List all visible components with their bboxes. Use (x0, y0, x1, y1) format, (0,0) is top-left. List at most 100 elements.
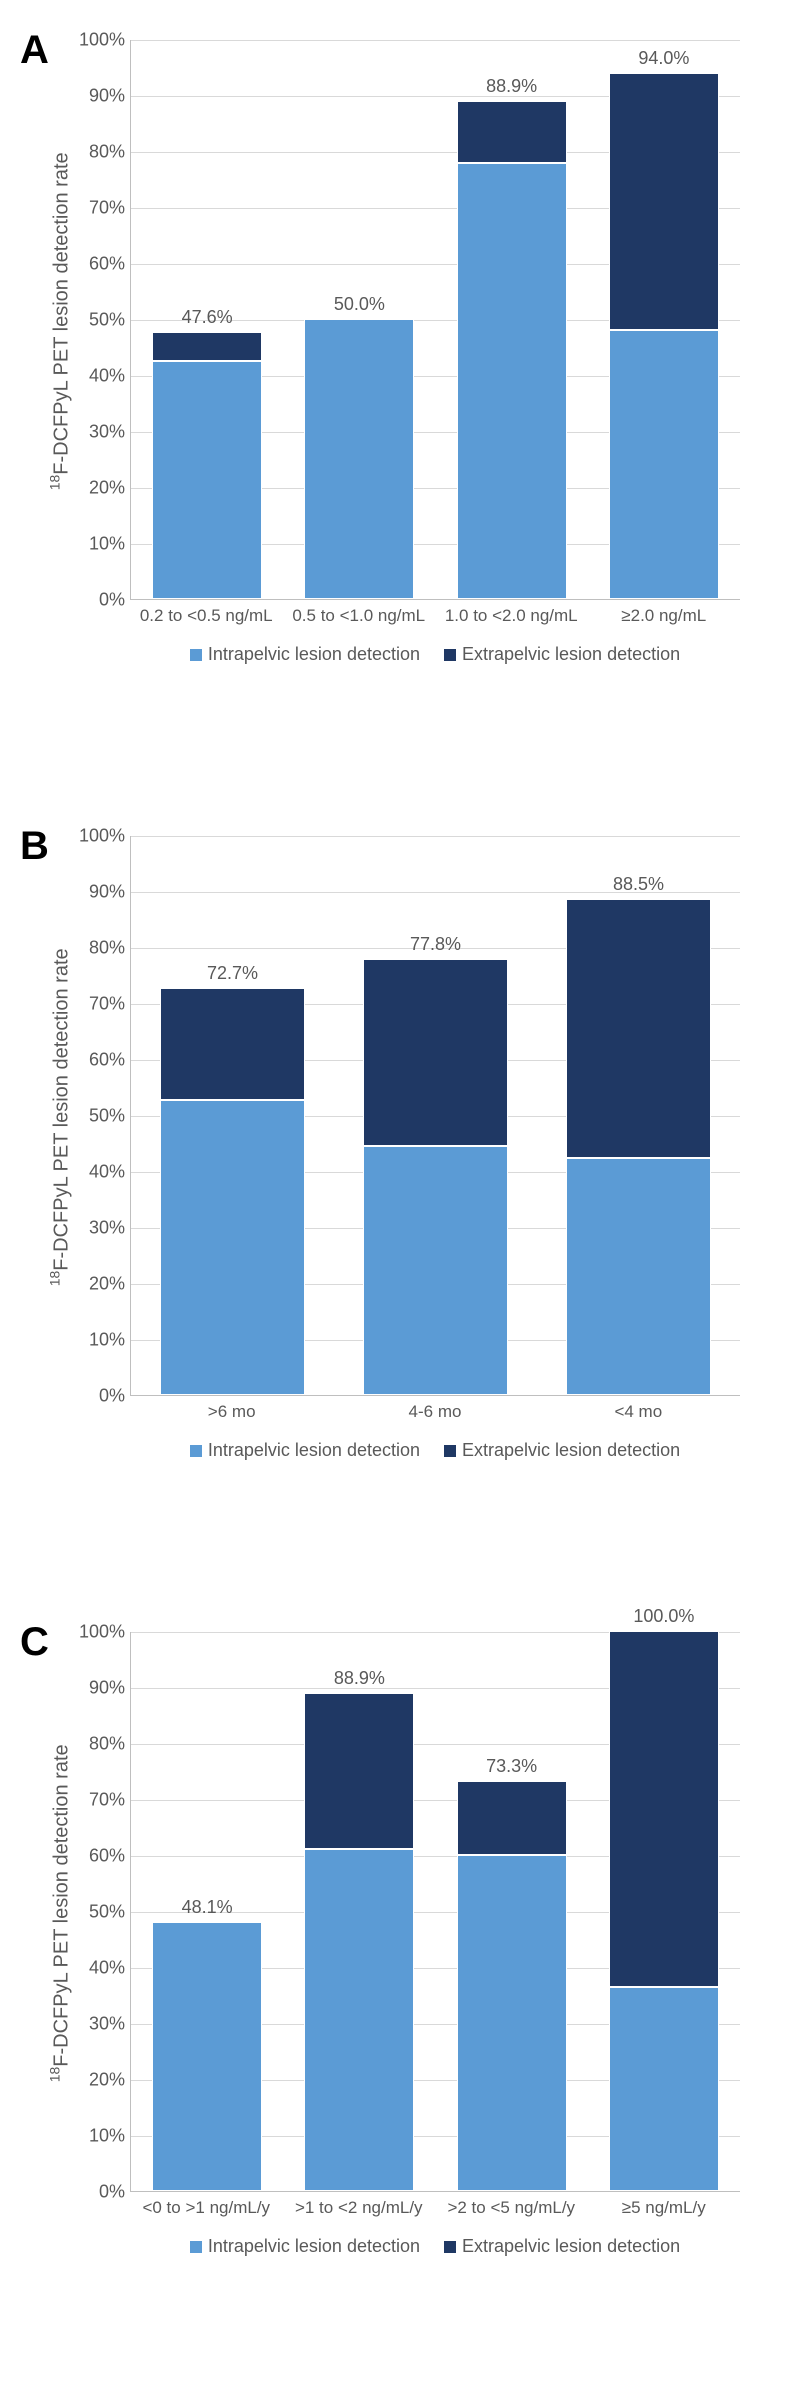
panel-letter-A: A (20, 28, 49, 73)
legend-swatch (190, 2241, 202, 2253)
y-axis-label: 18F-DCFPyL PET lesion detection rate (47, 41, 74, 601)
legend-label: Extrapelvic lesion detection (462, 2236, 680, 2257)
bar-stack: 88.9% (304, 1693, 414, 2191)
legend-label: Extrapelvic lesion detection (462, 1440, 680, 1461)
bar-total-label: 48.1% (182, 1897, 233, 1922)
ytick-label: 50% (89, 1106, 131, 1127)
bars-row: 72.7%77.8%88.5% (131, 836, 740, 1395)
bar-slot: 77.8% (334, 836, 537, 1395)
bar-slot: 88.5% (537, 836, 740, 1395)
bar-seg-extrapelvic (457, 101, 567, 163)
bar-seg-extrapelvic (363, 959, 508, 1146)
bar-total-label: 77.8% (410, 934, 461, 959)
bar-slot: 88.9% (436, 40, 588, 599)
xtick-label: 0.5 to <1.0 ng/mL (283, 606, 436, 626)
bar-seg-intrapelvic (609, 1987, 719, 2191)
bar-seg-intrapelvic (566, 1158, 711, 1395)
ytick-label: 60% (89, 254, 131, 275)
bar-slot: 48.1% (131, 1632, 283, 2191)
bar-stack: 73.3% (457, 1781, 567, 2191)
chart-C: 0%10%20%30%40%50%60%70%80%90%100%48.1%88… (130, 1632, 740, 2257)
bar-seg-intrapelvic (152, 361, 262, 599)
ytick-label: 10% (89, 1330, 131, 1351)
bar-seg-intrapelvic (457, 163, 567, 599)
bar-seg-extrapelvic (566, 899, 711, 1158)
bar-seg-extrapelvic (457, 1781, 567, 1855)
figure-page: A0%10%20%30%40%50%60%70%80%90%100%47.6%5… (0, 0, 796, 2388)
bar-stack: 77.8% (363, 959, 508, 1395)
bar-seg-intrapelvic (152, 1922, 262, 2191)
bar-stack: 88.9% (457, 101, 567, 599)
bar-seg-intrapelvic (304, 319, 414, 599)
ytick-label: 70% (89, 1790, 131, 1811)
bar-seg-extrapelvic (160, 988, 305, 1100)
xtick-label: >6 mo (130, 1402, 333, 1422)
bar-slot: 88.9% (283, 1632, 435, 2191)
bar-stack: 50.0% (304, 319, 414, 599)
legend: Intrapelvic lesion detection Extrapelvic … (130, 2236, 740, 2257)
ytick-label: 0% (99, 2182, 131, 2203)
xtick-label: ≥2.0 ng/mL (588, 606, 741, 626)
xtick-label: >2 to <5 ng/mL/y (435, 2198, 588, 2218)
legend-swatch (444, 649, 456, 661)
xtick-label: <0 to >1 ng/mL/y (130, 2198, 283, 2218)
legend-item: Intrapelvic lesion detection (190, 2236, 420, 2257)
ytick-label: 40% (89, 366, 131, 387)
panel-letter-C: C (20, 1620, 49, 1665)
ytick-label: 30% (89, 422, 131, 443)
bar-stack: 94.0% (609, 73, 719, 599)
ytick-label: 100% (79, 30, 131, 51)
bar-total-label: 88.9% (334, 1668, 385, 1693)
bar-stack: 88.5% (566, 899, 711, 1395)
bar-seg-intrapelvic (609, 330, 719, 599)
bars-row: 48.1% 88.9% 73.3%100.0% (131, 1632, 740, 2191)
xtick-label: >1 to <2 ng/mL/y (283, 2198, 436, 2218)
ytick-label: 20% (89, 478, 131, 499)
plot-area: 0%10%20%30%40%50%60%70%80%90%100%48.1%88… (130, 1632, 740, 2192)
y-axis-label: 18F-DCFPyL PET lesion detection rate (47, 1633, 74, 2193)
ytick-label: 90% (89, 86, 131, 107)
legend-item: Intrapelvic lesion detection (190, 644, 420, 665)
xtick-row: 0.2 to <0.5 ng/mL0.5 to <1.0 ng/mL1.0 to… (130, 606, 740, 626)
panel-B: B0%10%20%30%40%50%60%70%80%90%100%72.7%7… (0, 796, 796, 1592)
ytick-label: 10% (89, 534, 131, 555)
ytick-label: 100% (79, 1622, 131, 1643)
xtick-label: 1.0 to <2.0 ng/mL (435, 606, 588, 626)
bar-slot: 100.0% (588, 1632, 740, 2191)
bar-total-label: 50.0% (334, 294, 385, 319)
panel-C: C 0%10%20%30%40%50%60%70%80%90%100%48.1%8… (0, 1592, 796, 2388)
bar-total-label: 100.0% (633, 1606, 694, 1631)
legend-swatch (190, 1445, 202, 1457)
legend: Intrapelvic lesion detection Extrapelvic … (130, 1440, 740, 1461)
bar-seg-extrapelvic (609, 73, 719, 331)
legend-item: Extrapelvic lesion detection (444, 2236, 680, 2257)
xtick-label: <4 mo (537, 1402, 740, 1422)
chart-A: 0%10%20%30%40%50%60%70%80%90%100%47.6%50… (130, 40, 740, 665)
bar-total-label: 88.9% (486, 76, 537, 101)
ytick-label: 80% (89, 938, 131, 959)
panel-letter-B: B (20, 824, 49, 869)
xtick-row: >6 mo4-6 mo<4 mo (130, 1402, 740, 1422)
bar-slot: 72.7% (131, 836, 334, 1395)
legend-label: Intrapelvic lesion detection (208, 644, 420, 665)
ytick-label: 40% (89, 1162, 131, 1183)
plot-area: 0%10%20%30%40%50%60%70%80%90%100%47.6%50… (130, 40, 740, 600)
legend-label: Intrapelvic lesion detection (208, 1440, 420, 1461)
bar-total-label: 88.5% (613, 874, 664, 899)
ytick-label: 0% (99, 1386, 131, 1407)
ytick-label: 50% (89, 310, 131, 331)
panel-A: A 0%10%20%30%40%50%60%70%80%90%100%47.6%5… (0, 0, 796, 796)
xtick-label: 4-6 mo (333, 1402, 536, 1422)
bar-slot: 50.0% (283, 40, 435, 599)
xtick-label: 0.2 to <0.5 ng/mL (130, 606, 283, 626)
bar-slot: 73.3% (436, 1632, 588, 2191)
bar-seg-intrapelvic (304, 1849, 414, 2191)
ytick-label: 80% (89, 1734, 131, 1755)
legend-item: Intrapelvic lesion detection (190, 1440, 420, 1461)
ytick-label: 40% (89, 1958, 131, 1979)
ytick-label: 60% (89, 1050, 131, 1071)
bar-seg-extrapelvic (152, 332, 262, 361)
bar-slot: 47.6% (131, 40, 283, 599)
ytick-label: 80% (89, 142, 131, 163)
legend-label: Extrapelvic lesion detection (462, 644, 680, 665)
